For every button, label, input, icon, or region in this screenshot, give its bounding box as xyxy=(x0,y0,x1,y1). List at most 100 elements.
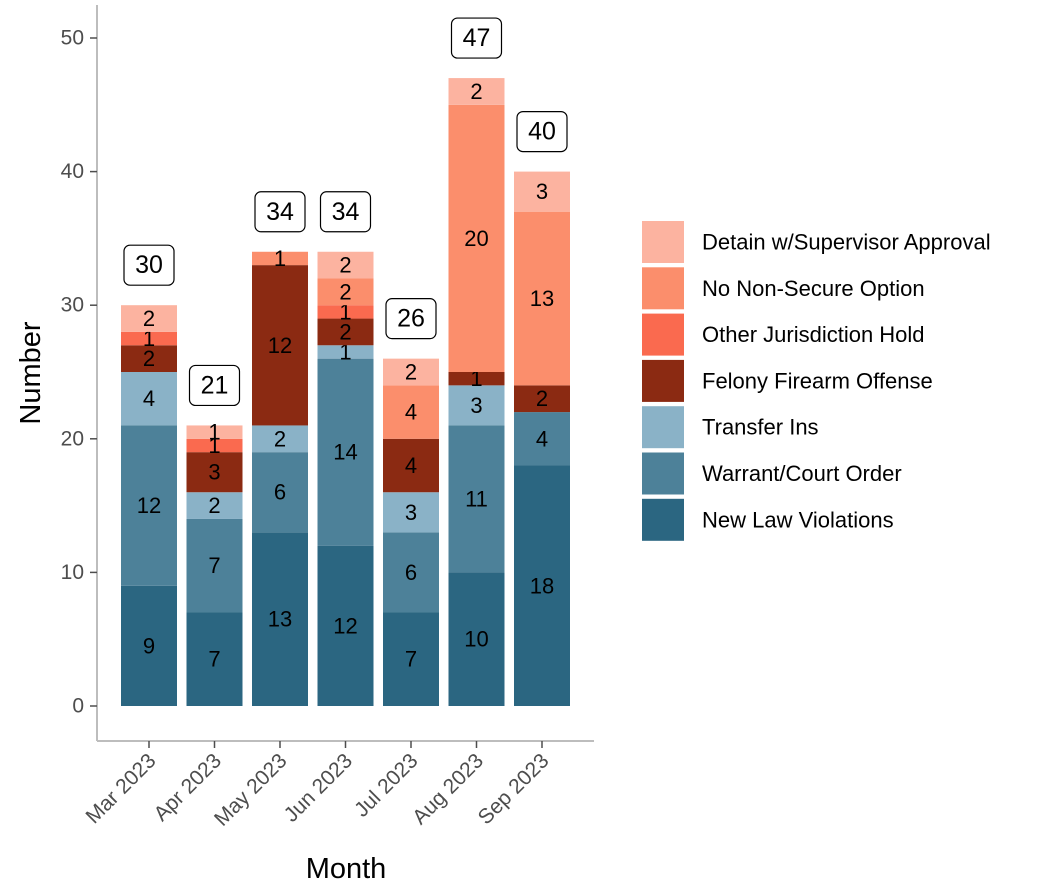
total-label: 40 xyxy=(528,118,556,146)
total-label: 21 xyxy=(201,371,229,399)
segment-value-label: 2 xyxy=(274,426,286,451)
segment-value-label: 4 xyxy=(143,386,155,411)
segment-value-label: 12 xyxy=(268,333,292,358)
legend-label: Transfer Ins xyxy=(702,415,819,440)
bar-segment xyxy=(121,372,177,426)
segment-value-label: 2 xyxy=(208,493,220,518)
y-tick-label: 20 xyxy=(61,427,84,450)
y-tick-label: 0 xyxy=(72,695,84,718)
x-axis-title: Month xyxy=(306,853,387,885)
legend-label: New Law Violations xyxy=(702,507,894,532)
bar-segment xyxy=(317,545,374,706)
legend-key xyxy=(642,221,684,263)
bar-segment xyxy=(383,385,439,439)
total-label: 30 xyxy=(135,251,163,279)
legend-label: Felony Firearm Offense xyxy=(702,368,933,393)
bar-segment xyxy=(186,438,243,453)
segment-value-label: 11 xyxy=(465,486,488,511)
segment-value-label: 6 xyxy=(274,480,286,505)
bar-segment xyxy=(383,492,439,533)
y-tick-label: 40 xyxy=(61,160,84,183)
bar-segment xyxy=(252,251,308,266)
legend-label: No Non-Secure Option xyxy=(702,276,925,301)
bar-segment xyxy=(186,492,243,519)
total-label: 34 xyxy=(332,198,360,226)
legend-key xyxy=(642,313,684,356)
total-label-box xyxy=(385,298,437,340)
x-tick-label: May 2023 xyxy=(210,749,291,830)
y-tick-label: 50 xyxy=(61,27,84,50)
total-label-box xyxy=(254,191,306,233)
segment-value-label: 1 xyxy=(470,366,482,391)
segment-value-label: 13 xyxy=(268,607,292,632)
bar-segment xyxy=(514,465,570,706)
segment-value-label: 3 xyxy=(208,460,220,485)
segment-value-label: 1 xyxy=(208,420,220,445)
segment-value-label: 1 xyxy=(143,326,155,351)
segment-value-label: 2 xyxy=(339,279,351,304)
total-label: 34 xyxy=(266,198,294,226)
x-tick-label: Jun 2023 xyxy=(280,749,357,826)
bar-segment xyxy=(252,532,308,706)
segment-value-label: 3 xyxy=(405,500,417,525)
segment-value-label: 1 xyxy=(274,246,286,271)
segment-value-label: 9 xyxy=(143,633,155,658)
bar-segment xyxy=(383,612,439,706)
bar-segment xyxy=(186,425,243,439)
segment-value-label: 4 xyxy=(405,400,417,425)
segment-value-label: 2 xyxy=(536,386,548,411)
bar-segment xyxy=(514,385,570,413)
total-label-box xyxy=(123,244,175,286)
bar-segment xyxy=(317,305,374,319)
total-label-box xyxy=(516,110,568,153)
legend: Detain w/Supervisor Approval No Non-Secur… xyxy=(642,221,991,541)
legend-label: Detain w/Supervisor Approval xyxy=(702,230,991,255)
bar-segment xyxy=(317,345,374,359)
segment-value-label: 14 xyxy=(333,440,357,465)
segment-value-label: 1 xyxy=(339,299,351,324)
bar-segment xyxy=(448,385,505,426)
total-label-box xyxy=(188,364,241,407)
segment-value-label: 2 xyxy=(143,346,155,371)
bar-segment xyxy=(121,345,177,372)
legend-label: Warrant/Court Order xyxy=(702,461,902,486)
total-label: 26 xyxy=(397,305,425,333)
legend-label: Other Jurisdiction Hold xyxy=(702,322,925,347)
bar-segment xyxy=(383,438,439,493)
y-tick-label: 30 xyxy=(61,294,84,317)
bar-segment xyxy=(252,265,308,426)
legend-key xyxy=(642,452,684,495)
bar-segment xyxy=(448,425,505,573)
legend-key xyxy=(642,406,684,449)
bar-segment xyxy=(514,171,570,212)
segment-value-label: 6 xyxy=(405,560,417,585)
y-ticks: 0 10 20 30 40 50 xyxy=(61,27,97,718)
segment-value-label: 2 xyxy=(470,79,482,104)
segment-value-label: 2 xyxy=(339,319,351,344)
segment-value-label: 2 xyxy=(143,306,155,331)
segment-value-label: 4 xyxy=(405,453,417,478)
legend-key xyxy=(642,267,684,310)
bars-layer: 9124212772311136212112141212276344210113… xyxy=(121,78,570,706)
bar-segment xyxy=(514,211,570,386)
segment-value-label: 13 xyxy=(530,286,554,311)
bar-segment xyxy=(514,412,570,466)
x-tick-label: Sep 2023 xyxy=(474,749,554,829)
bar-segment xyxy=(252,425,308,453)
segment-value-label: 1 xyxy=(208,433,220,458)
legend-key xyxy=(642,359,684,402)
segment-value-label: 10 xyxy=(464,627,488,652)
total-label: 47 xyxy=(463,24,491,52)
bar-segment xyxy=(186,612,243,706)
segment-value-label: 12 xyxy=(137,493,161,518)
segment-value-label: 12 xyxy=(333,613,357,638)
total-label-box xyxy=(319,191,372,233)
bar-segment xyxy=(186,452,243,493)
y-axis-title: Number xyxy=(15,321,47,424)
segment-value-label: 4 xyxy=(536,426,548,451)
segment-value-label: 2 xyxy=(405,360,417,385)
